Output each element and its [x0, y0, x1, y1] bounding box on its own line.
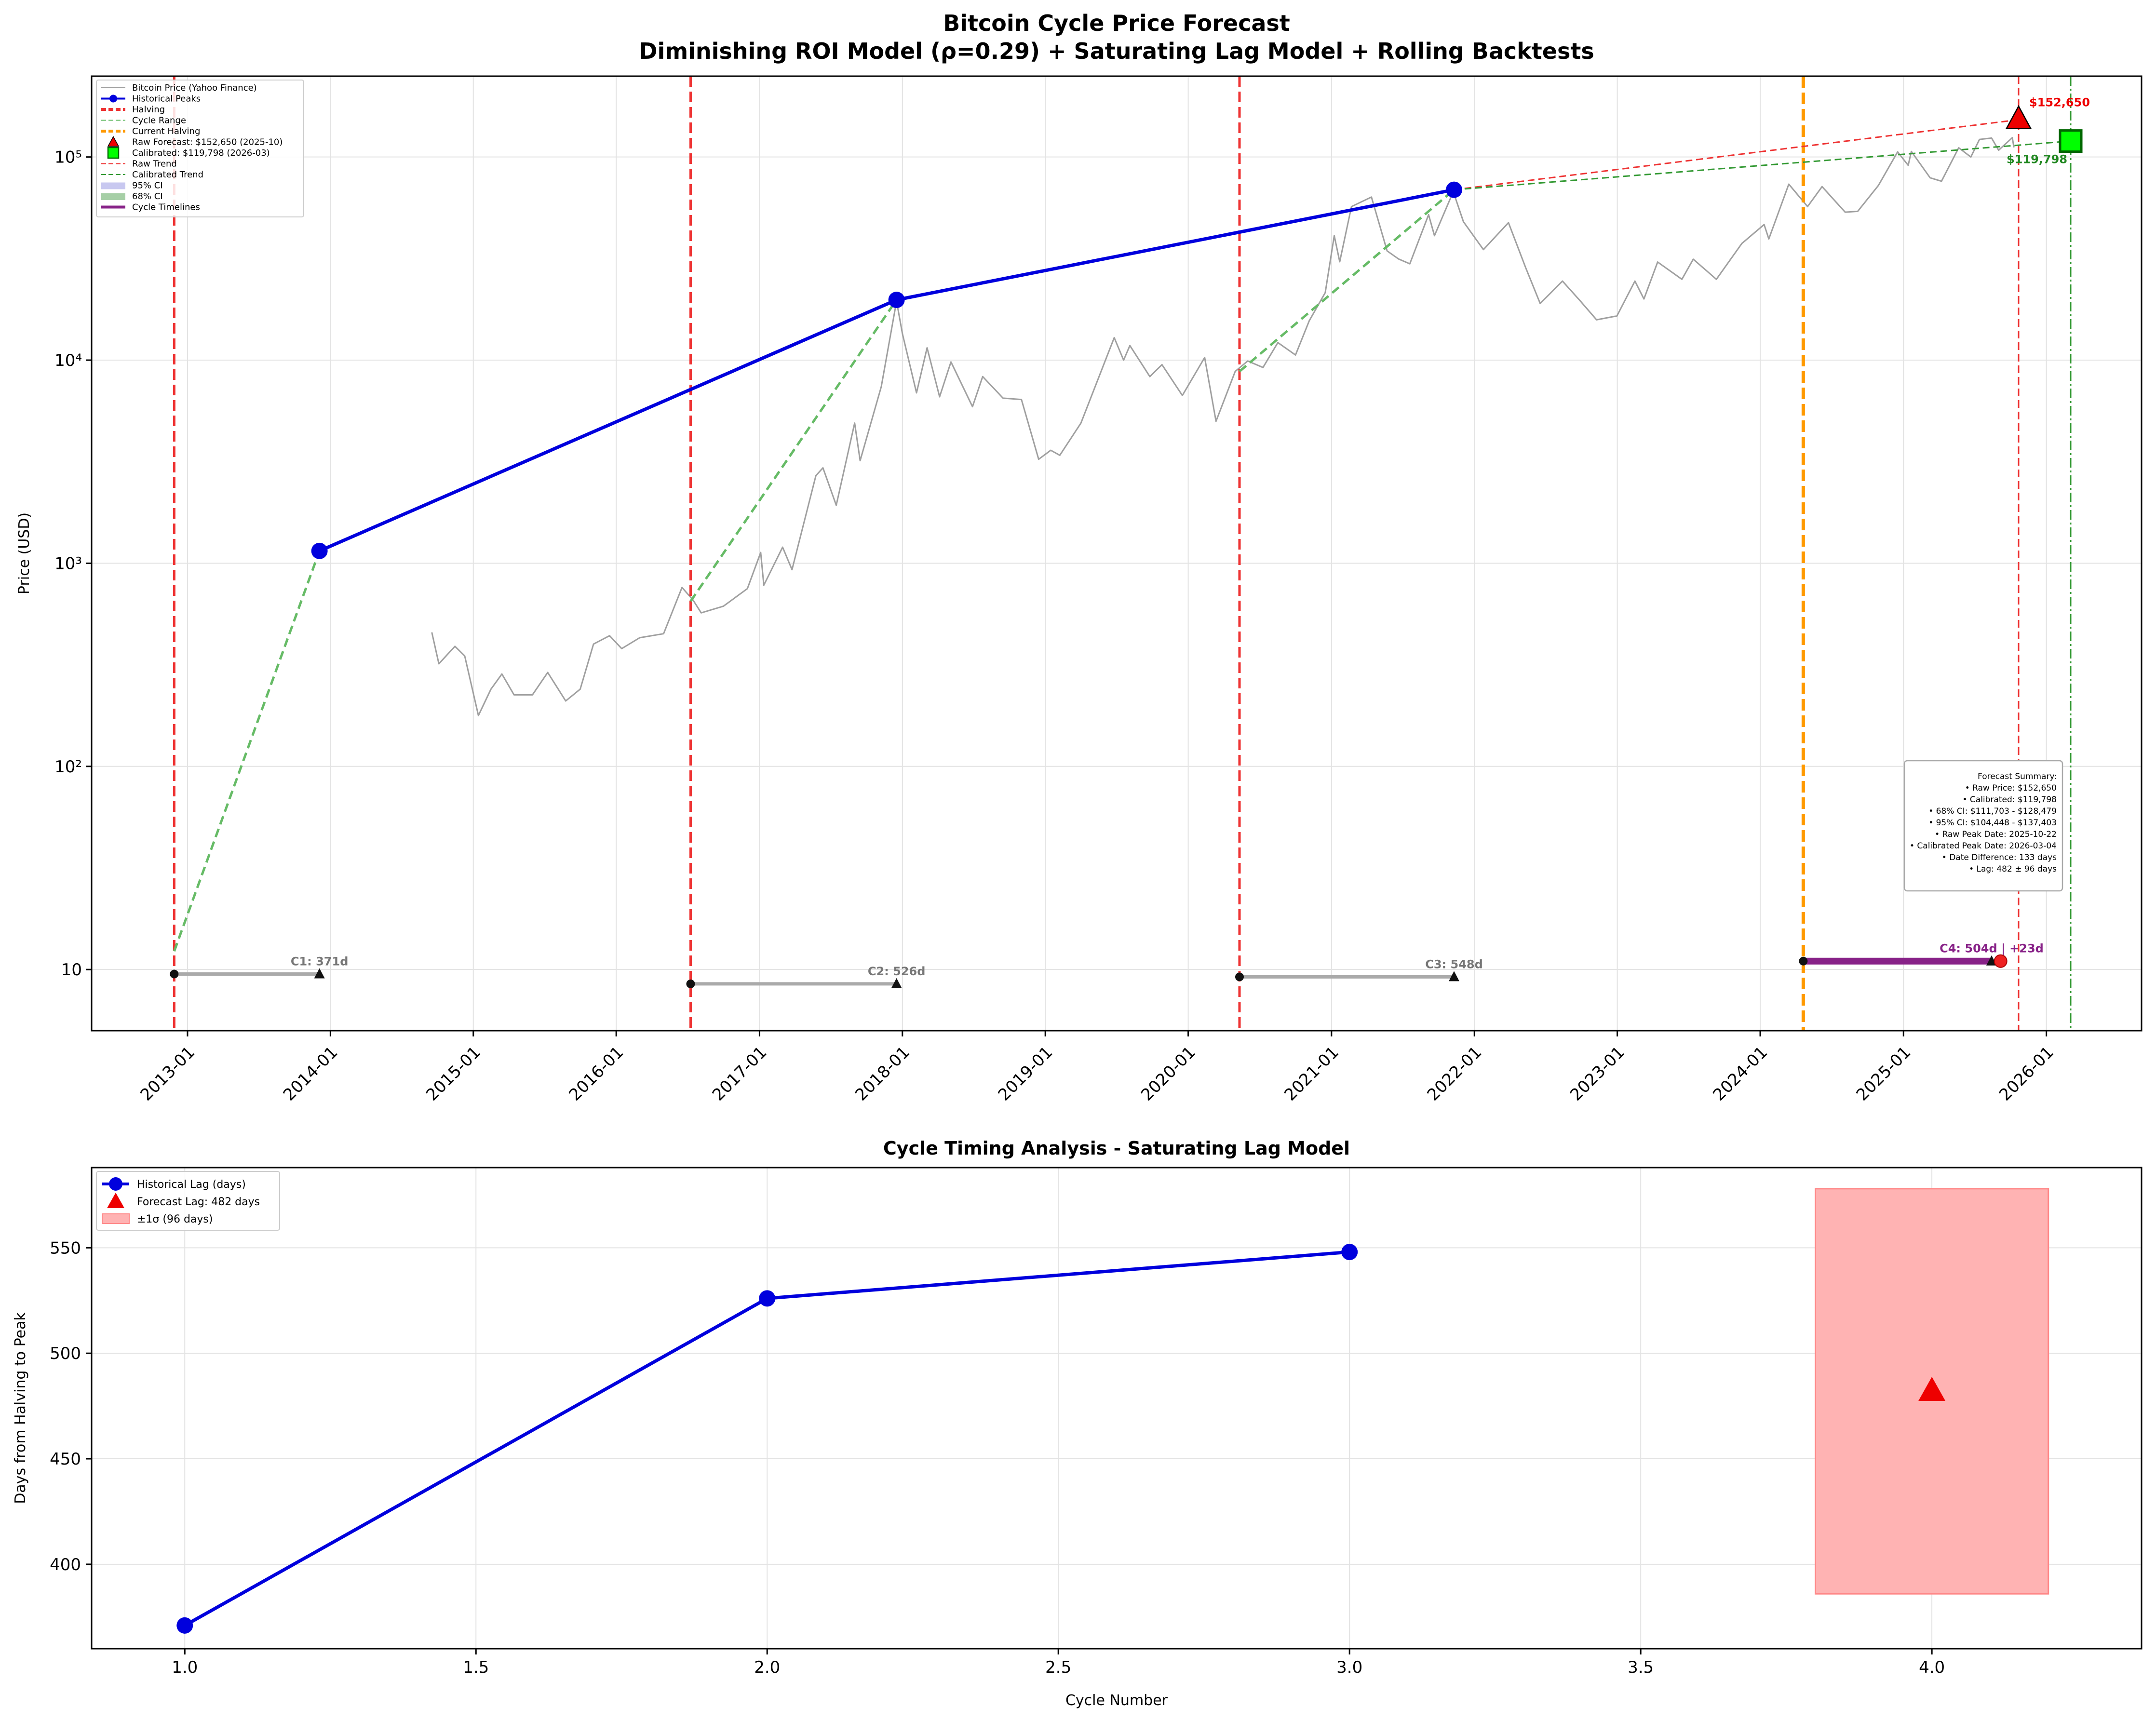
legend-label: Historical Peaks: [132, 94, 201, 104]
y-tick-label: 10²: [54, 757, 82, 777]
y-tick-label: 10⁴: [54, 351, 82, 370]
cycle-range-line: [1239, 188, 1455, 373]
bottom-axes-frame: [91, 1167, 2143, 1650]
y-tick-label: 400: [50, 1555, 81, 1574]
legend-handle: [107, 147, 120, 159]
calibrated-trend-line: [1454, 140, 2071, 191]
y-tick-label: 550: [50, 1238, 81, 1258]
y-axis-label: Days from Halving to Peak: [12, 1312, 29, 1504]
y-tick-label: 10³: [54, 554, 82, 573]
forecast-summary-line: • Date Difference: 133 days: [1942, 853, 2057, 862]
legend-label: Calibrated: $119,798 (2026-03): [132, 148, 270, 158]
legend-label: Raw Forecast: $152,650 (2025-10): [132, 137, 283, 148]
legend-handle: [101, 193, 125, 200]
calibrated-forecast-label: $119,798: [2007, 153, 2067, 166]
chart-subtitle: Diminishing ROI Model (ρ=0.29) + Saturat…: [639, 38, 1594, 64]
forecast-summary-line: • Raw Peak Date: 2025-10-22: [1935, 830, 2057, 839]
x-tick-label: 2.5: [1045, 1658, 1071, 1677]
y-tick-label: 10: [61, 960, 82, 980]
forecast-summary-line: • Lag: 482 ± 96 days: [1969, 864, 2057, 874]
legend-label: Cycle Timelines: [132, 202, 200, 213]
calibrated-forecast-marker: [2059, 129, 2083, 153]
historical-peak-marker: [1446, 181, 1463, 198]
lag-panel: Cycle Timing Analysis - Saturating Lag M…: [12, 1138, 2143, 1709]
forecast-lag-marker: [1918, 1376, 1946, 1401]
raw-forecast-label: $152,650: [2029, 95, 2090, 109]
cycle-timeline-start-marker: [170, 969, 179, 979]
forecast-summary-line: • Calibrated: $119,798: [1962, 795, 2057, 805]
cycle-timeline-end-marker: [891, 978, 902, 988]
cycle-range-line: [173, 550, 321, 952]
legend-label: Historical Lag (days): [137, 1179, 246, 1191]
cycle-range-line: [689, 299, 898, 602]
top-plot-area: C1: 371d C2: 526d C3: 548d C4: 504d | +23d $…: [92, 76, 2142, 1031]
x-tick-label: 3.5: [1628, 1658, 1654, 1677]
forecast-summary-line: • 95% CI: $104,448 - $137,403: [1928, 818, 2057, 828]
x-tick-label: 1.0: [172, 1658, 198, 1677]
cycle-timeline-end-marker: [1449, 971, 1460, 982]
legend-label: Halving: [132, 105, 165, 115]
legend-label: Calibrated Trend: [132, 170, 203, 180]
chart-title: Bitcoin Cycle Price Forecast: [943, 10, 1290, 36]
x-axis-label: Cycle Number: [1065, 1692, 1168, 1709]
cycle-timeline-start-marker: [1799, 956, 1808, 966]
y-tick-label: 10⁵: [54, 148, 82, 167]
forecast-summary-line: Forecast Summary:: [1978, 772, 2057, 781]
cycle-timeline-label: C2: 526d: [868, 965, 926, 978]
legend-label: 95% CI: [132, 181, 163, 191]
historical-peak-marker: [311, 542, 328, 559]
legend-handle: [102, 1213, 130, 1224]
forecast-summary-line: • 68% CI: $111,703 - $128,479: [1928, 807, 2057, 816]
forecast-summary-line: • Raw Price: $152,650: [1965, 783, 2057, 793]
historical-peak-marker: [888, 292, 905, 309]
legend-label: 68% CI: [132, 191, 163, 202]
legend-label: Bitcoin Price (Yahoo Finance): [132, 83, 257, 93]
legend-handle: [107, 135, 120, 147]
legend-label: Raw Trend: [132, 159, 177, 169]
legend-handle: [107, 1193, 124, 1208]
cycle-timeline-start-marker: [1235, 972, 1244, 982]
historical-lag-marker: [759, 1290, 776, 1307]
cycle-timeline-label: C3: 548d: [1425, 957, 1483, 971]
forecast-summary-line: • Calibrated Peak Date: 2026-03-04: [1910, 841, 2057, 851]
top-axes-frame: [91, 75, 2143, 1032]
legend-label: Current Halving: [132, 126, 200, 136]
x-tick-label: 3.0: [1336, 1658, 1362, 1677]
y-tick-label: 500: [50, 1344, 81, 1363]
cycle-timeline-forecast-marker: [1994, 954, 2008, 968]
lag-chart-title: Cycle Timing Analysis - Saturating Lag M…: [883, 1138, 1350, 1159]
legend-handle-marker: [109, 94, 117, 103]
x-tick-label: 2.0: [754, 1658, 780, 1677]
historical-lag-marker: [1341, 1244, 1358, 1261]
forecast-summary-box: [1903, 760, 2063, 892]
bitcoin-price-line: [431, 137, 2015, 716]
legend-label: ±1σ (96 days): [137, 1213, 213, 1225]
legend-handle: [101, 182, 125, 189]
x-tick-label: 4.0: [1919, 1658, 1945, 1677]
legend-frame: [96, 80, 304, 217]
y-axis-label: Price (USD): [16, 512, 33, 594]
legend-label: Cycle Range: [132, 116, 186, 126]
cycle-timeline-label: C4: 504d | +23d: [1940, 942, 2044, 955]
cycle-timeline-end-marker: [314, 968, 325, 979]
x-tick-label: 1.5: [463, 1658, 489, 1677]
cycle-timeline-label: C1: 371d: [291, 955, 349, 968]
raw-forecast-marker: [2005, 105, 2032, 129]
historical-lag-marker: [176, 1617, 193, 1634]
legend-handle-marker: [109, 1177, 122, 1191]
legend-frame: [96, 1171, 280, 1231]
legend-label: Forecast Lag: 482 days: [137, 1196, 260, 1208]
y-tick-label: 450: [50, 1450, 81, 1469]
top-legend: Bitcoin Price (Yahoo Finance)Historical …: [96, 80, 304, 217]
cycle-timeline-start-marker: [686, 979, 695, 988]
